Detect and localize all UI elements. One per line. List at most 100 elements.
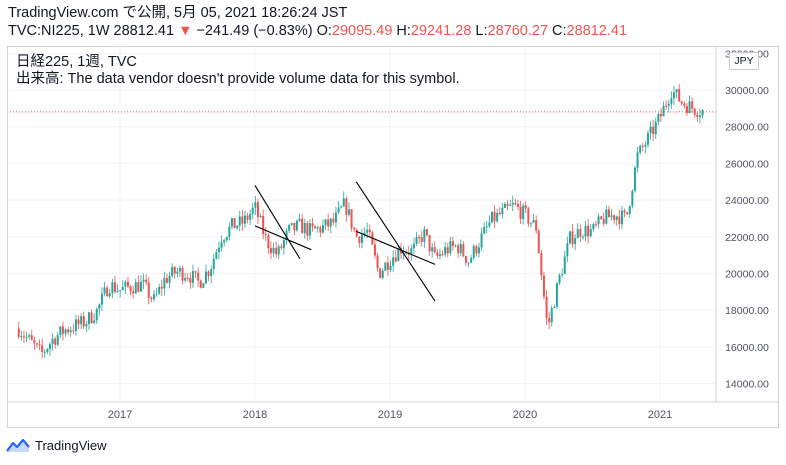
trendlines	[254, 181, 436, 302]
candle-down	[425, 229, 428, 236]
candle-up	[667, 103, 670, 106]
candle-down	[22, 336, 25, 338]
candle-up	[483, 227, 486, 234]
candle-up	[589, 229, 592, 237]
candle-down	[618, 216, 621, 225]
candle-up	[490, 211, 493, 223]
candle-down	[246, 215, 249, 220]
candle-down	[147, 282, 150, 298]
down-arrow-icon: ▼	[178, 23, 193, 39]
candle-up	[584, 225, 587, 237]
candle-up	[46, 349, 49, 352]
footer-brand[interactable]: TradingView	[6, 437, 107, 453]
candle-up	[496, 212, 499, 222]
candle-down	[106, 287, 109, 297]
candle-up	[363, 232, 366, 235]
candle-down	[587, 225, 590, 237]
candle-up	[139, 281, 142, 292]
candle-down	[691, 101, 694, 109]
candle-up	[334, 212, 337, 223]
close-value: 28812.41	[566, 23, 628, 39]
candle-down	[433, 247, 436, 253]
candle-up	[329, 218, 332, 227]
footer-brand-text: TradingView	[35, 437, 107, 453]
candle-down	[189, 278, 192, 283]
candle-down	[113, 282, 116, 292]
x-tick-label: 2017	[108, 409, 132, 421]
candle-down	[77, 319, 80, 325]
candle-up	[28, 335, 31, 337]
x-tick-label: 2018	[243, 409, 267, 421]
y-tick-label: 16000.00	[725, 342, 769, 354]
candle-up	[191, 271, 194, 283]
candle-up	[56, 335, 59, 345]
candle-up	[243, 215, 246, 224]
candle-down	[602, 218, 605, 224]
candle-up	[308, 223, 311, 236]
candle-up	[405, 252, 408, 254]
candle-up	[592, 223, 595, 230]
candle-up	[522, 205, 525, 220]
candle-up	[654, 121, 657, 135]
candle-down	[33, 340, 36, 344]
candle-up	[670, 98, 673, 104]
candle-up	[568, 231, 571, 244]
candle-up	[698, 115, 701, 118]
y-tick-label: 28000.00	[725, 122, 769, 134]
candle-up	[501, 207, 504, 215]
high-value: 29241.28	[410, 23, 472, 39]
candle-up	[438, 254, 441, 256]
candle-up	[134, 282, 137, 294]
candle-up	[454, 245, 457, 247]
candle-down	[680, 101, 683, 104]
candle-down	[613, 215, 616, 220]
candle-up	[628, 205, 631, 215]
candle-up	[254, 202, 257, 208]
grid	[7, 46, 716, 402]
candle-up	[230, 218, 233, 227]
candle-down	[441, 254, 444, 256]
candle-up	[597, 216, 600, 225]
candle-up	[121, 286, 124, 291]
candle-down	[267, 235, 270, 249]
candle-up	[155, 293, 158, 295]
candle-up	[561, 274, 564, 276]
candle-up	[610, 215, 613, 218]
candle-down	[165, 278, 168, 283]
trendline	[254, 185, 301, 260]
candle-up	[366, 229, 369, 233]
candle-down	[233, 218, 236, 229]
x-tick-label: 2021	[648, 409, 672, 421]
candle-down	[241, 216, 244, 224]
candle-down	[160, 286, 163, 289]
candle-up	[215, 252, 218, 259]
low-label: L:	[471, 23, 488, 39]
candle-down	[137, 282, 140, 292]
candle-up	[217, 247, 220, 253]
candle-up	[80, 316, 83, 325]
candle-down	[514, 202, 517, 204]
candle-down	[275, 247, 278, 255]
candle-up	[25, 336, 28, 338]
candle-up	[529, 222, 532, 224]
candle-up	[347, 209, 350, 215]
candle-up	[449, 241, 452, 254]
candle-up	[480, 233, 483, 248]
currency-badge[interactable]: JPY	[729, 52, 759, 70]
candle-up	[236, 225, 239, 229]
candle-down	[457, 245, 460, 254]
candle-up	[142, 279, 145, 282]
candle-down	[464, 256, 467, 263]
candle-down	[353, 228, 356, 230]
chart-frame[interactable]: 14000.00 16000.00 18000.00 20000.00 22000.00…	[7, 46, 779, 428]
candle-up	[646, 133, 649, 145]
candle-down	[194, 271, 197, 273]
candle-up	[20, 336, 23, 338]
candle-down	[129, 286, 132, 292]
candle-up	[48, 344, 51, 350]
candle-up	[171, 267, 174, 277]
x-tick-label: 2019	[378, 409, 402, 421]
candle-down	[306, 223, 309, 236]
candle-down	[579, 228, 582, 237]
price-chart[interactable]: 14000.00 16000.00 18000.00 20000.00 22000.00…	[7, 46, 779, 428]
